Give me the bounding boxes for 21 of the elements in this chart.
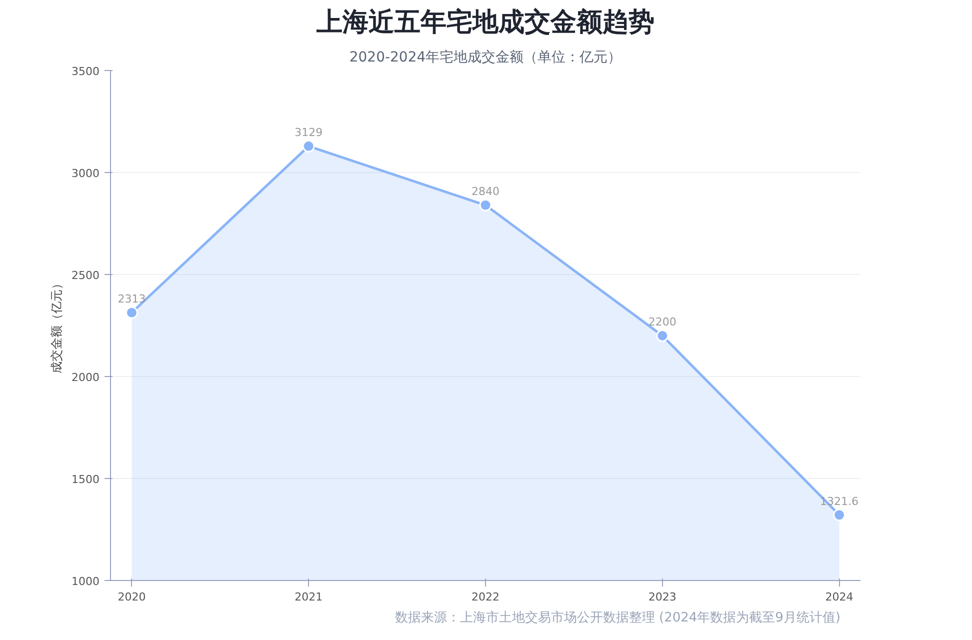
x-tick-label: 2021 (294, 590, 323, 604)
data-label: 2840 (472, 185, 500, 198)
data-label: 2313 (118, 292, 146, 306)
x-tick-label: 2024 (825, 590, 854, 604)
x-tick-label: 2022 (472, 590, 500, 604)
x-tick-label: 2023 (648, 590, 676, 604)
chart-title: 上海近五年宅地成交金额趋势 (316, 8, 654, 38)
y-tick-label: 3000 (72, 167, 100, 180)
y-axis-title: 成交金额（亿元） (50, 278, 64, 374)
y-tick-label: 1500 (72, 473, 100, 486)
point (479, 198, 492, 212)
source-note: 数据来源：上海市土地交易市场公开数据整理 (2024年数据为截至9月统计值) (394, 610, 841, 626)
chart-subtitle: 2020-2024年宅地成交金额（单位：亿元） (349, 50, 622, 66)
x-tick-label: 2020 (118, 590, 146, 604)
data-label: 3129 (294, 126, 323, 140)
data-label: 2200 (648, 316, 676, 329)
y-tick-label: 2000 (72, 371, 100, 384)
point (302, 140, 315, 152)
y-tick-label: 2500 (72, 269, 100, 282)
y-tick-label: 1000 (72, 575, 100, 588)
y-tick-label: 3500 (72, 65, 100, 78)
